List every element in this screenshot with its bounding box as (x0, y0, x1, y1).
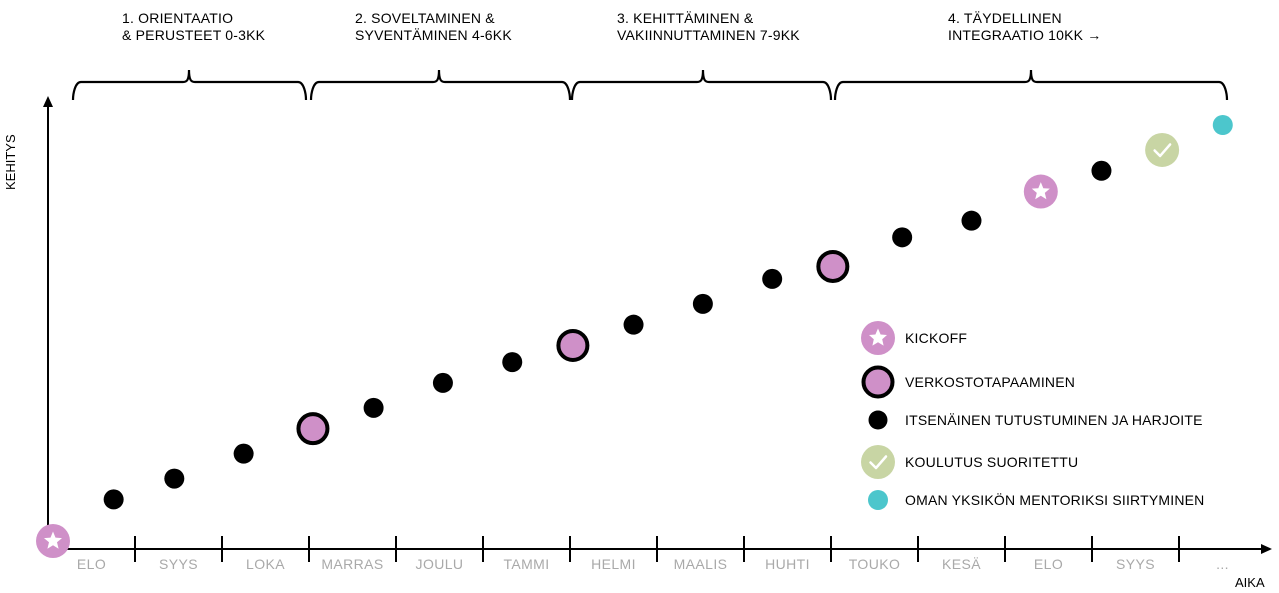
phase-2-line1: 2. SOVELTAMINEN & (355, 10, 495, 26)
phase-4-bracket (833, 69, 1229, 101)
phase-1-line2: & PERUSTEET 0-3KK (122, 27, 266, 43)
x-axis-arrow (1261, 544, 1272, 554)
month-label: SYYS (1116, 556, 1155, 572)
independent-study-marker (432, 372, 453, 393)
phase-2-label: 2. SOVELTAMINEN & SYVENTÄMINEN 4-6KK (355, 10, 512, 44)
phase-1-line1: 1. ORIENTAATIO (122, 10, 234, 26)
star-icon (861, 321, 895, 355)
independent-study-marker (762, 268, 783, 289)
independent-study-marker (363, 397, 384, 418)
month-label: JOULU (416, 556, 464, 572)
legend-item-kickoff: KICKOFF (860, 320, 1279, 356)
network-meeting-marker (861, 365, 895, 399)
month-label: ... (1216, 556, 1229, 572)
independent-study-marker (868, 410, 888, 430)
independent-study-marker (502, 352, 523, 373)
month-label: ELO (77, 556, 106, 572)
network-meeting-marker (556, 328, 590, 362)
star-icon (44, 531, 62, 549)
legend-item-network: VERKOSTOTAPAAMINEN (860, 364, 1279, 400)
y-axis-title: KEHITYS (3, 134, 18, 190)
legend-item-completed: KOULUTUS SUORITETTU (860, 444, 1279, 480)
independent-study-marker (892, 227, 913, 248)
month-label: KESÄ (942, 556, 981, 572)
legend-label-completed: KOULUTUS SUORITETTU (905, 454, 1079, 470)
phase-4-label: 4. TÄYDELLINEN INTEGRAATIO 10KK → (948, 10, 1102, 44)
phase-1-label: 1. ORIENTAATIO & PERUSTEET 0-3KK (122, 10, 265, 44)
month-label: TAMMI (503, 556, 549, 572)
month-label: LOKA (246, 556, 285, 572)
month-label: MAALIS (674, 556, 728, 572)
legend-label-mentor: OMAN YKSIKÖN MENTORIKSI SIIRTYMINEN (905, 492, 1205, 508)
phase-3-bracket (570, 69, 833, 101)
month-label: TOUKO (849, 556, 901, 572)
phase-2-bracket (309, 69, 572, 101)
mentor-transition-marker (868, 490, 888, 510)
network-meeting-marker (296, 412, 330, 446)
legend-item-independent: ITSENÄINEN TUTUSTUMINEN JA HARJOITE (860, 402, 1279, 438)
independent-study-marker (164, 468, 185, 489)
independent-study-marker (692, 293, 713, 314)
month-label: SYYS (159, 556, 198, 572)
network-meeting-marker (816, 249, 850, 283)
x-axis-title: AIKA (1235, 575, 1265, 590)
independent-study-marker (1091, 160, 1112, 181)
independent-study-marker (961, 210, 982, 231)
month-label: MARRAS (321, 556, 383, 572)
phase-1-bracket (71, 69, 308, 101)
phase-2-line2: SYVENTÄMINEN 4-6KK (355, 27, 512, 43)
y-axis-arrow (43, 96, 53, 107)
mentor-transition-marker (1212, 115, 1233, 135)
month-label: HELMI (591, 556, 636, 572)
phase-3-label: 3. KEHITTÄMINEN & VAKIINNUTTAMINEN 7-9KK (617, 10, 800, 44)
legend-label-network: VERKOSTOTAPAAMINEN (905, 374, 1076, 390)
legend-label-kickoff: KICKOFF (905, 330, 968, 346)
month-label: ELO (1034, 556, 1063, 572)
legend-label-independent: ITSENÄINEN TUTUSTUMINEN JA HARJOITE (905, 412, 1203, 428)
month-label: HUHTI (765, 556, 810, 572)
check-icon (1153, 143, 1172, 158)
independent-study-marker (103, 489, 124, 510)
phase-3-line2: VAKIINNUTTAMINEN 7-9KK (617, 27, 800, 43)
independent-study-marker (233, 443, 254, 464)
legend-item-mentor: OMAN YKSIKÖN MENTORIKSI SIIRTYMINEN (860, 482, 1279, 518)
check-icon (861, 445, 895, 479)
phase-4-line1: 4. TÄYDELLINEN (948, 10, 1062, 26)
phase-3-line1: 3. KEHITTÄMINEN & (617, 10, 754, 26)
phase-4-line2: INTEGRAATIO 10KK → (948, 27, 1102, 43)
independent-study-marker (623, 314, 644, 335)
star-icon (1031, 182, 1050, 200)
completed-marker (1145, 132, 1180, 167)
